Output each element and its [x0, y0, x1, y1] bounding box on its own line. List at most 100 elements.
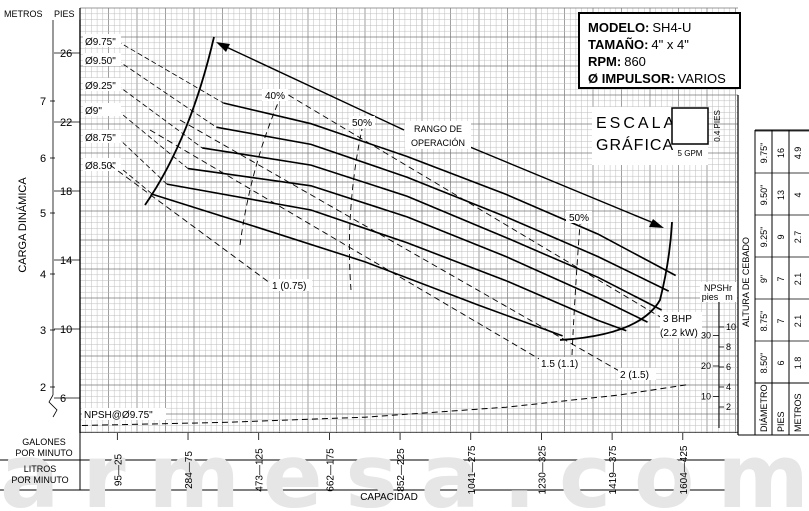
y-axis-ticks: 6 10 14 18 22 26 2 3 4 5 6 7 [40, 20, 80, 418]
x-axis-gpm-label-2: POR MINUTO [15, 448, 72, 458]
bhp-label-3-kw: (2.2 kW) [660, 328, 698, 339]
npsh-curve [81, 383, 690, 426]
table-cell-metros: 4.9 [793, 147, 803, 160]
npshr-tick-m: 6 [726, 362, 731, 372]
scale-label-1: ESCALA [596, 115, 677, 132]
impeller-curve-label: Ø8.50" [85, 161, 116, 172]
x-tick-label: 1604—425 [679, 445, 690, 494]
y-tick-pies: 10 [60, 324, 72, 336]
eff-label-50a: 50% [352, 118, 372, 129]
info-value-rpm: 860 [624, 54, 646, 69]
info-label-size: TAMAÑO: [588, 37, 648, 52]
impeller-curve-label: Ø8.75" [85, 133, 116, 144]
svg-text:RANGO DE: RANGO DE [414, 124, 462, 134]
y-tick-pies: 22 [60, 117, 72, 129]
impeller-curve-label: Ø9.75" [85, 37, 116, 48]
table-cell-pies: 7 [776, 276, 786, 281]
impeller-curve [187, 167, 648, 323]
scale-label-2: GRÁFICA [596, 135, 674, 154]
svg-text:MODELO:SH4-U: MODELO: SH4-U [588, 20, 691, 35]
svg-text:TAMAÑO:4" x 4": TAMAÑO: 4" x 4" [588, 37, 689, 52]
table-cell-metros: 4 [793, 192, 803, 197]
y-tick-pies: 6 [60, 393, 66, 405]
table-row-label-pies: PIES [776, 411, 786, 432]
npshr-tick-pies: 20 [701, 361, 711, 371]
svg-text:RPM:860: RPM: 860 [588, 54, 646, 69]
eff-label-50b: 50% [569, 213, 589, 224]
info-label-impeller: Ø IMPULSOR: [588, 71, 675, 86]
table-cell-pies: 13 [776, 190, 786, 200]
bhp-label-2: 2 (1.5) [620, 370, 649, 381]
npshr-unit-pies: pies [702, 292, 719, 302]
x-axis-ticks: 95—25 284—75 473—125 662—175 852—225 1041—275… [113, 433, 690, 494]
npshr-axis: NPSHr pies m 10 20 30 2 4 6 8 10 [700, 282, 737, 428]
table-cell-pies: 7 [776, 318, 786, 323]
y-tick-pies: 14 [60, 255, 72, 267]
x-axis-lpm-label-2: POR MINUTO [11, 475, 68, 485]
x-axis-label: CAPACIDAD [360, 492, 418, 503]
y-unit-metros: METROS [4, 9, 43, 19]
info-label-model: MODELO: [588, 20, 649, 35]
y-tick-metros: 6 [40, 153, 46, 165]
impeller-curve [202, 147, 662, 311]
impeller-curve [216, 126, 670, 292]
x-axis-lpm-label-1: LITROS [24, 464, 57, 474]
min-flow-line [144, 36, 215, 206]
efficiency-labels: 40% 50% 50% [262, 89, 592, 224]
y-tick-pies: 26 [60, 48, 72, 60]
impeller-curve-label: Ø9.50" [85, 56, 116, 67]
priming-height-table: ALTURA DE CEBADO DIÁMETRO PIES METROS 8.… [737, 95, 809, 436]
x-tick-label: 1230—325 [537, 445, 548, 494]
operating-range-label: RANGO DE OPERACIÓN [405, 121, 471, 149]
y-unit-pies: PIES [54, 9, 75, 19]
table-cell-diameter: 8.50" [759, 353, 769, 374]
table-title: ALTURA DE CEBADO [741, 237, 751, 327]
table-cell-diameter: 8.75" [759, 311, 769, 332]
efficiency-and-power-lines [81, 36, 690, 426]
table-cell-diameter: 9.75" [759, 143, 769, 164]
table-cell-diameter: 9.25" [759, 227, 769, 248]
npshr-tick-m: 4 [726, 382, 731, 392]
x-tick-label: 95—25 [113, 453, 124, 486]
x-tick-label: 284—75 [184, 451, 195, 489]
bhp-label-1: 1 (0.75) [272, 281, 306, 292]
y-tick-metros: 3 [40, 325, 46, 337]
table-row-label-metros: METROS [793, 393, 803, 432]
table-cell-diameter: 9" [759, 275, 769, 283]
info-value-impeller: VARIOS [678, 71, 726, 86]
npshr-title: NPSHr [704, 283, 732, 293]
table-cell-pies: 6 [776, 360, 786, 365]
x-tick-label: 1041—275 [467, 445, 478, 494]
eff-label-40: 40% [265, 91, 285, 102]
x-tick-label: 1419—375 [608, 445, 619, 494]
npshr-unit-m: m [725, 292, 733, 302]
x-axis-gpm-label-1: GALONES [22, 437, 66, 447]
impeller-curve [166, 183, 627, 332]
bhp-label-1-5: 1.5 (1.1) [541, 359, 578, 370]
impeller-curve-label: Ø9" [85, 106, 102, 117]
table-cell-metros: 2.7 [793, 231, 803, 244]
npshr-tick-m: 8 [726, 342, 731, 352]
x-tick-label: 473—125 [255, 448, 266, 492]
scale-horizontal: 5 GPM [678, 149, 703, 158]
npshr-tick-pies: 30 [701, 331, 711, 341]
svg-text:OPERACIÓN: OPERACIÓN [411, 138, 465, 148]
y-axis-label: CARGA DINÁMICA [16, 177, 29, 273]
npshr-tick-m: 10 [726, 322, 736, 332]
y-tick-metros: 7 [40, 96, 46, 108]
scale-square [671, 107, 709, 145]
npsh-curve-label: NPSH@Ø9.75" [84, 410, 153, 421]
y-tick-pies: 18 [60, 186, 72, 198]
max-flow-line [559, 221, 673, 341]
table-cell-metros: 2.1 [793, 315, 803, 328]
impeller-curves [152, 102, 677, 337]
info-label-rpm: RPM: [588, 54, 621, 69]
npshr-tick-pies: 10 [701, 392, 711, 402]
bhp-labels: 1 (0.75) 1.5 (1.1) 2 (1.5) 3 BHP (2.2 kW… [270, 279, 702, 381]
x-tick-label: 662—175 [325, 448, 336, 492]
table-cell-metros: 1.8 [793, 357, 803, 370]
impeller-curve-labels: Ø9.75" Ø9.50" Ø9.25" Ø9" Ø8.75" Ø8.50" [83, 34, 224, 195]
npshr-tick-m: 2 [726, 402, 731, 412]
table-cell-metros: 2.1 [793, 273, 803, 286]
